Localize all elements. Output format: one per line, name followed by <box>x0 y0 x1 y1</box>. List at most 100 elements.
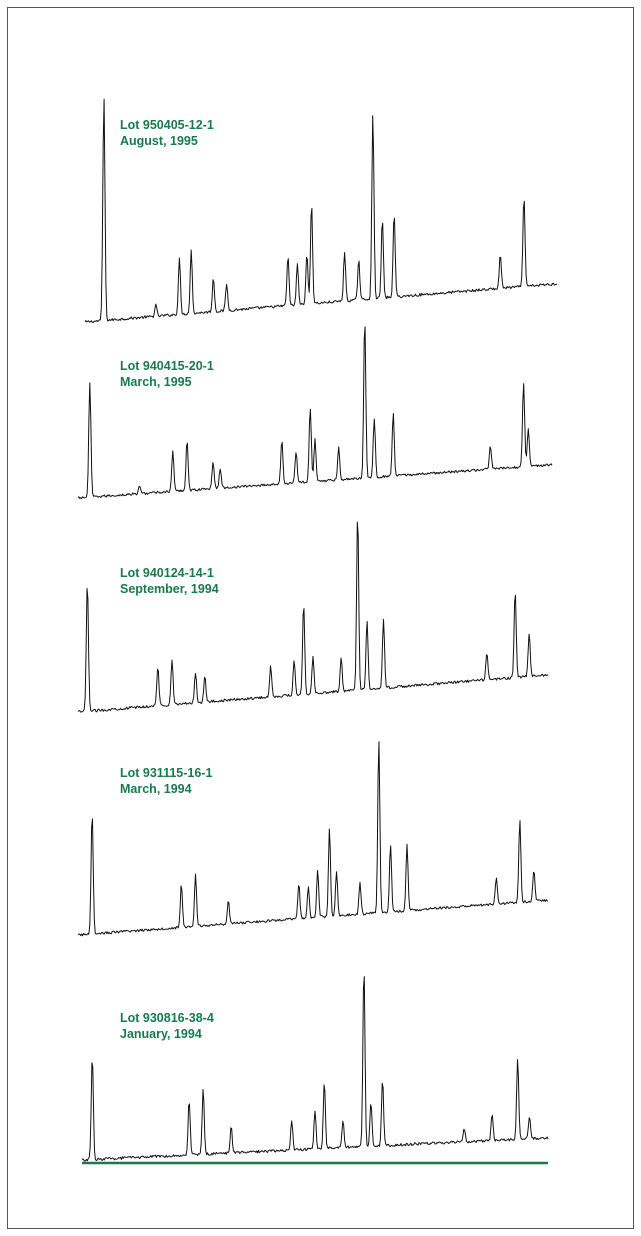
peak-point <box>523 196 524 197</box>
peak-point <box>186 439 187 440</box>
peak-point <box>336 870 337 871</box>
peak-point <box>203 1087 204 1088</box>
peak-point <box>519 820 520 821</box>
peak-point <box>213 461 214 462</box>
peak-point <box>523 382 524 383</box>
peak-point <box>172 450 173 451</box>
peak-point <box>390 844 391 845</box>
peak-point <box>103 95 104 96</box>
peak-point <box>226 283 227 284</box>
peak-point <box>528 427 529 428</box>
peak-point <box>317 870 318 871</box>
peak-point <box>311 202 312 203</box>
peak-point <box>393 413 394 414</box>
peak-point <box>89 384 90 385</box>
peak-point <box>533 870 534 871</box>
peak-point <box>294 660 295 661</box>
peak-point <box>324 1081 325 1082</box>
peak-point <box>155 304 156 305</box>
peak-point <box>231 1126 232 1127</box>
peak-point <box>171 658 172 659</box>
peak-point <box>500 254 501 255</box>
peak-point <box>314 1111 315 1112</box>
peak-point <box>314 438 315 439</box>
trace-line-2 <box>77 326 553 499</box>
chromatogram-trace-3: Lot 940124-14-1 September, 1994 <box>77 511 549 713</box>
peak-point <box>92 1055 93 1056</box>
peak-point <box>179 258 180 259</box>
peak-point <box>281 440 282 441</box>
peak-point <box>297 264 298 265</box>
peak-point <box>298 883 299 884</box>
peak-point <box>364 317 365 318</box>
peak-point <box>363 964 364 965</box>
peak-point <box>378 738 379 739</box>
peak-point <box>382 1079 383 1080</box>
date-label: January, 1994 <box>120 1027 202 1041</box>
peak-point <box>204 675 205 676</box>
lot-label: Lot 940124-14-1 <box>120 566 214 580</box>
peak-point <box>394 213 395 214</box>
peak-point <box>341 658 342 659</box>
lot-label: Lot 950405-12-1 <box>120 118 214 132</box>
peak-point <box>383 618 384 619</box>
peak-point <box>406 844 407 845</box>
chromatogram-trace-4: Lot 931115-16-1 March, 1994 <box>77 738 549 937</box>
peak-point <box>157 666 158 667</box>
peak-point <box>228 899 229 900</box>
peak-point <box>195 672 196 673</box>
peak-point <box>529 1116 530 1117</box>
chromatogram-trace-1: Lot 950405-12-1 August, 1995 <box>84 95 558 324</box>
peak-point <box>310 407 311 408</box>
peak-point <box>287 256 288 257</box>
peak-point <box>291 1121 292 1122</box>
peak-point <box>213 277 214 278</box>
peak-point <box>486 653 487 654</box>
lot-label: Lot 931115-16-1 <box>120 766 212 780</box>
chromatogram-trace-2: Lot 940415-20-1 March, 1995 <box>77 317 553 499</box>
trace-line-1 <box>84 98 558 324</box>
peak-point <box>529 632 530 633</box>
peak-point <box>220 468 221 469</box>
peak-point <box>87 580 88 581</box>
peak-point <box>344 251 345 252</box>
peak-point <box>517 1059 518 1060</box>
date-label: March, 1994 <box>120 782 192 796</box>
peak-point <box>195 874 196 875</box>
peak-point <box>338 446 339 447</box>
peak-point <box>370 1101 371 1102</box>
peak-point <box>191 250 192 251</box>
peak-point <box>270 666 271 667</box>
peak-point <box>515 590 516 591</box>
peak-point <box>181 884 182 885</box>
trace-line-3 <box>77 521 549 713</box>
peak-point <box>329 828 330 829</box>
peak-point <box>139 485 140 486</box>
figure-frame <box>7 7 634 1229</box>
peak-point <box>308 887 309 888</box>
trace-line-5 <box>81 976 549 1162</box>
lot-label: Lot 940415-20-1 <box>120 359 214 373</box>
peak-point <box>464 1128 465 1129</box>
peak-point <box>295 451 296 452</box>
peak-point <box>372 114 373 115</box>
peak-point <box>359 883 360 884</box>
peak-point <box>357 511 358 512</box>
peak-point <box>303 602 304 603</box>
peak-point <box>367 619 368 620</box>
peak-point <box>342 1120 343 1121</box>
peak-point <box>92 810 93 811</box>
peak-point <box>492 1113 493 1114</box>
peak-point <box>490 445 491 446</box>
date-label: March, 1995 <box>120 375 192 389</box>
peak-point <box>312 656 313 657</box>
trace-line-4 <box>77 741 549 937</box>
chromatogram-trace-5: Lot 930816-38-4 January, 1994 <box>81 964 549 1162</box>
peak-point <box>189 1099 190 1100</box>
peak-point <box>496 877 497 878</box>
peak-point <box>374 418 375 419</box>
date-label: August, 1995 <box>120 134 198 148</box>
peak-point <box>382 219 383 220</box>
lot-label: Lot 930816-38-4 <box>120 1011 214 1025</box>
